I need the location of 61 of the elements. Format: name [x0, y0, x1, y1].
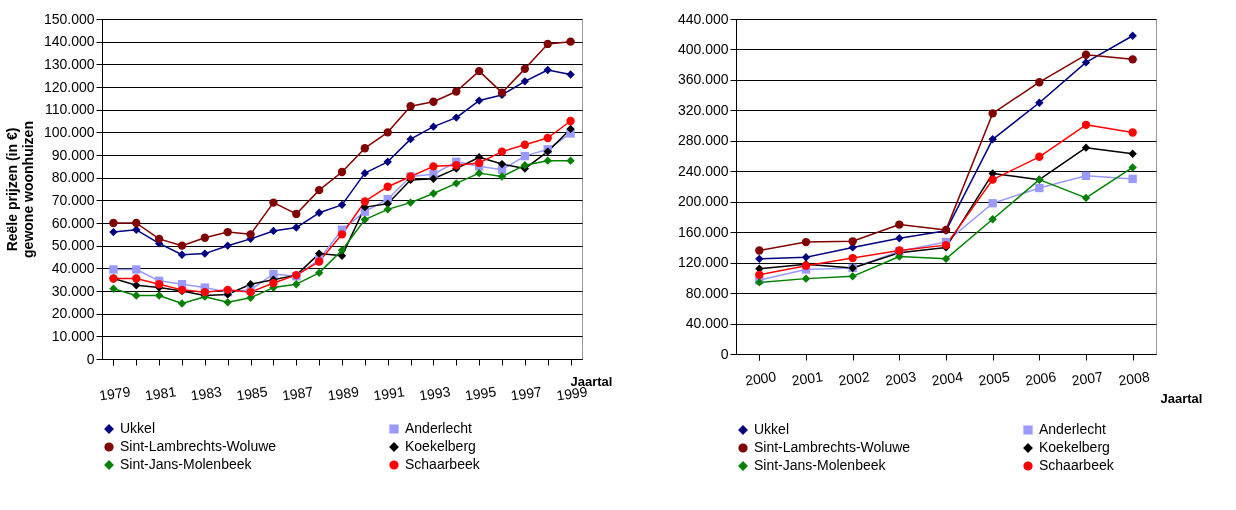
x-tick-label: 1993 [418, 383, 452, 404]
x-tick-label: 2005 [977, 368, 1011, 389]
legend-label: Sint-Jans-Molenbeek [754, 457, 887, 473]
x-tick-label: 1991 [372, 383, 406, 404]
y-axis-title: Reële prijzen (in €) gewone woonhuizen [3, 121, 36, 258]
legend-label: Sint-Lambrechts-Woluwe [120, 438, 277, 454]
legend-label: Anderlecht [405, 420, 473, 436]
x-tick-label: 1989 [326, 383, 361, 404]
y-tick-label: 120.000 [677, 254, 729, 271]
x-tick-label: 1979 [98, 383, 132, 404]
legend-label: Sint-Lambrechts-Woluwe [754, 439, 911, 455]
legend-label: Anderlecht [1039, 421, 1107, 437]
y-tick-label: 110.000 [44, 101, 95, 118]
x-axis-title: Jaartal [1160, 390, 1203, 406]
y-tick-label: 60.000 [51, 214, 95, 231]
legend-label: Koekelberg [1039, 439, 1110, 455]
y-tick-label: 120.000 [43, 78, 95, 95]
y-tick-label: 70.000 [51, 191, 95, 208]
x-tick-label: 1995 [463, 383, 498, 404]
y-tick-label: 80.000 [51, 169, 95, 186]
x-tick-label: 1981 [143, 383, 178, 404]
legend-label: Sint-Jans-Molenbeek [120, 456, 253, 472]
y-tick-label: 40.000 [685, 315, 729, 332]
y-tick-label: 30.000 [51, 282, 95, 299]
x-tick-label: 2006 [1024, 368, 1058, 389]
legend-label: Schaarbeek [1039, 457, 1115, 473]
x-tick-label: 2008 [1117, 368, 1151, 389]
y-tick-label: 140.000 [43, 33, 95, 50]
x-tick-label: 1997 [509, 383, 543, 404]
y-tick-label: 200.000 [677, 193, 729, 210]
y-tick-label: 20.000 [51, 305, 95, 322]
y-tick-label: 400.000 [677, 40, 729, 57]
legend-label: Schaarbeek [405, 456, 481, 472]
y-tick-label: 90.000 [51, 146, 95, 163]
legend-label: Koekelberg [405, 438, 476, 454]
y-tick-label: 50.000 [51, 237, 95, 254]
x-tick-label: 2002 [837, 368, 871, 389]
x-tick-label: 1985 [235, 383, 269, 404]
x-tick-label: 1983 [189, 383, 223, 404]
y-tick-label: 240.000 [677, 162, 729, 179]
x-tick-label: 2004 [930, 368, 965, 389]
legend-label: Ukkel [120, 420, 156, 436]
x-tick-label: 2000 [744, 368, 778, 389]
x-tick-label: 1987 [281, 383, 315, 404]
y-tick-label: 80.000 [685, 284, 729, 301]
y-tick-label: 100.000 [43, 123, 95, 140]
y-tick-label: 40.000 [51, 259, 95, 276]
x-tick-label: 2007 [1070, 368, 1105, 389]
x-tick-label: 2001 [790, 368, 825, 389]
y-tick-label: 10.000 [51, 327, 95, 344]
y-tick-label: 150.000 [43, 10, 95, 27]
y-tick-label: 440.000 [677, 10, 729, 27]
y-tick-label: 0 [86, 350, 95, 367]
legend-label: Ukkel [754, 421, 790, 437]
y-tick-label: 280.000 [677, 132, 729, 149]
y-tick-label: 0 [720, 345, 729, 362]
y-tick-label: 130.000 [43, 55, 95, 72]
y-tick-label: 160.000 [677, 223, 729, 240]
y-tick-label: 320.000 [677, 101, 729, 118]
x-tick-label: 2003 [884, 368, 918, 389]
y-tick-label: 360.000 [677, 71, 729, 88]
